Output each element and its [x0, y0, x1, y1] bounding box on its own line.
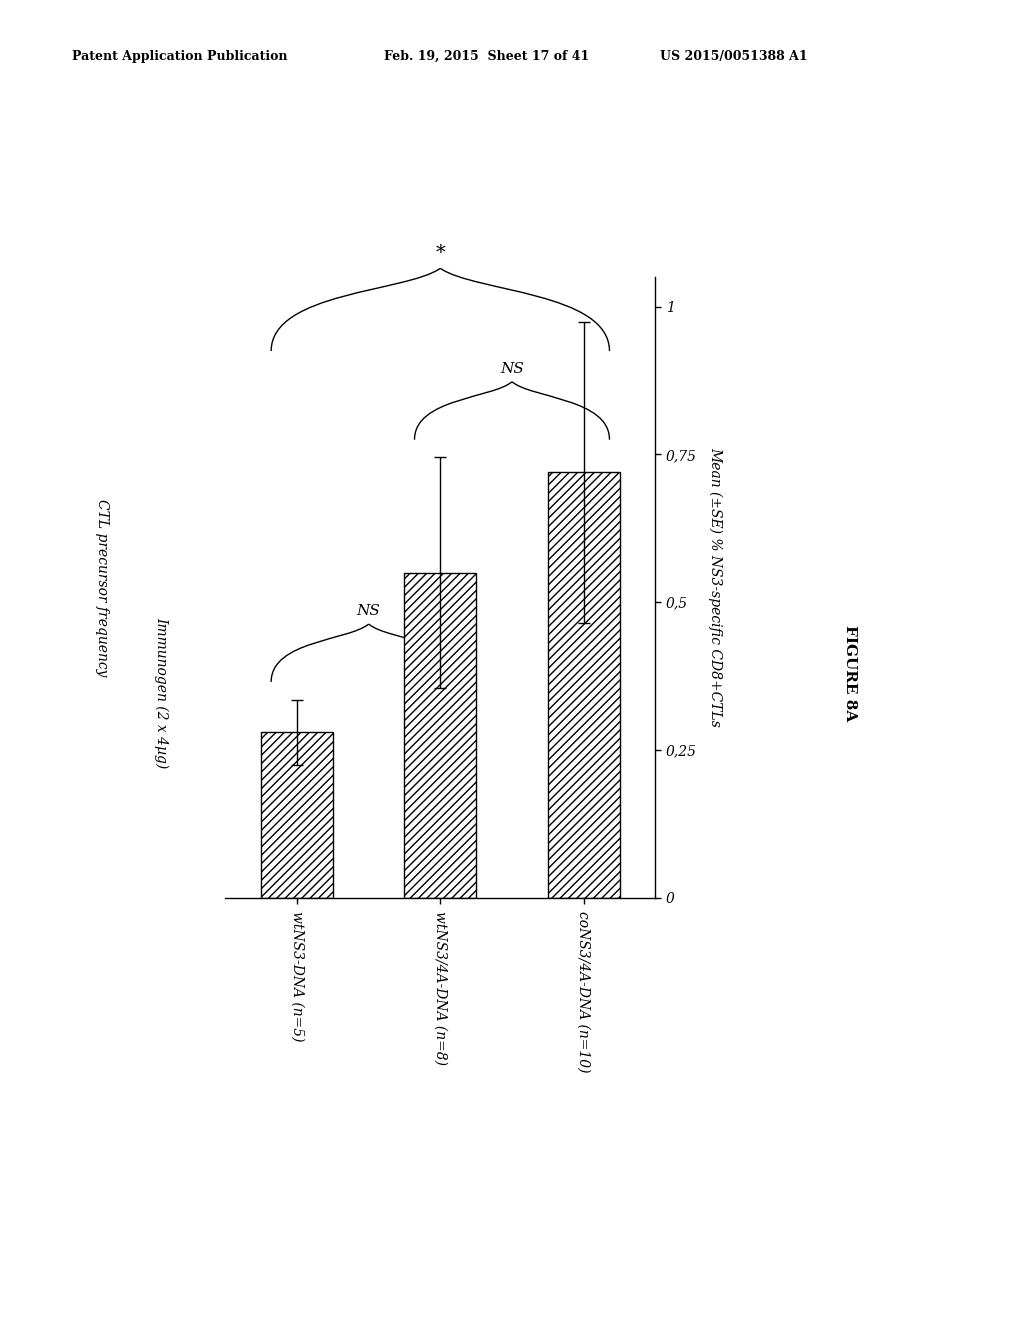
Bar — [548, 473, 620, 898]
Text: NS: NS — [500, 362, 524, 376]
Bar — [404, 573, 476, 898]
Text: FIGURE 8A: FIGURE 8A — [843, 626, 857, 721]
Text: wtNS3/4A-DNA (n=8): wtNS3/4A-DNA (n=8) — [433, 911, 447, 1065]
Y-axis label: Mean (±SE) % NS3-specific CD8+CTLs: Mean (±SE) % NS3-specific CD8+CTLs — [708, 447, 722, 727]
Text: Patent Application Publication: Patent Application Publication — [72, 50, 287, 63]
Text: Feb. 19, 2015  Sheet 17 of 41: Feb. 19, 2015 Sheet 17 of 41 — [384, 50, 589, 63]
Bar — [261, 733, 333, 898]
Text: wtNS3-DNA (n=5): wtNS3-DNA (n=5) — [290, 911, 304, 1041]
Text: US 2015/0051388 A1: US 2015/0051388 A1 — [660, 50, 808, 63]
Text: *: * — [435, 244, 445, 263]
Text: NS: NS — [356, 605, 381, 618]
Text: Immunogen (2 x 4µg): Immunogen (2 x 4µg) — [155, 618, 169, 768]
Text: coNS3/4A-DNA (n=10): coNS3/4A-DNA (n=10) — [577, 911, 591, 1072]
Text: CTL precursor frequency: CTL precursor frequency — [95, 499, 110, 676]
